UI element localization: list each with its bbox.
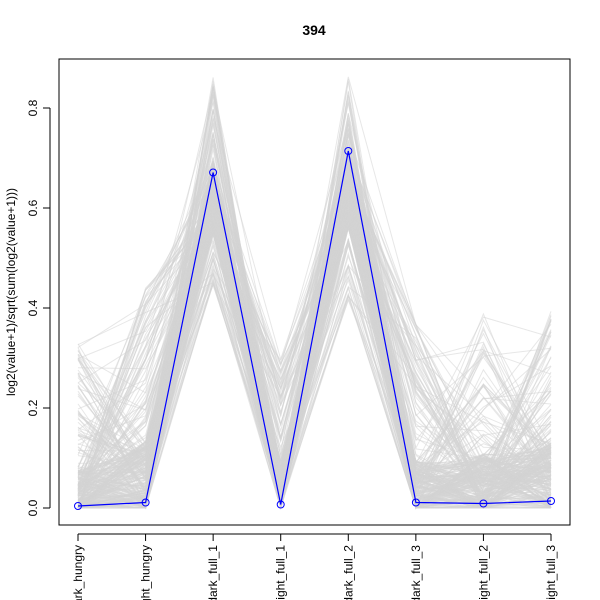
x-tick-label: light_full_1: [274, 545, 288, 600]
series-point: [479, 499, 488, 508]
series-point: [344, 147, 353, 155]
plot-frame: [58, 58, 571, 526]
x-tick-label: ght_hungry: [139, 545, 153, 600]
series-point: [209, 168, 218, 177]
background-line: [77, 167, 552, 509]
y-tick-label: 0.8: [26, 99, 40, 116]
series-line: [77, 150, 552, 507]
background-line: [77, 207, 552, 509]
x-tick-label: ark_hungry: [71, 545, 85, 600]
background-line: [77, 221, 552, 478]
x-tick-label: light_full_2: [476, 545, 490, 600]
x-tick-label: dark_full_3: [409, 545, 423, 600]
y-axis: 0.0 0.2 0.4 0.6 0.8: [26, 99, 51, 516]
y-tick-label: 0.0: [26, 499, 40, 516]
x-axis: ark_hungry ght_hungry dark_full_1 light_ful…: [71, 533, 558, 600]
series-point: [547, 497, 555, 505]
y-tick-label: 0.2: [26, 399, 40, 416]
background-line: [77, 144, 552, 509]
series-point: [276, 500, 285, 509]
y-axis-label: log2(value+1)/sqrt(sum(log2(value+1))): [4, 188, 18, 396]
background-line: [77, 129, 552, 509]
x-tick-label: light_full_3: [544, 545, 558, 600]
background-lines: [77, 76, 552, 510]
series-point: [74, 502, 82, 510]
series-point: [411, 498, 420, 507]
y-tick-label: 0.4: [26, 299, 40, 316]
highlight-series: [74, 147, 555, 510]
x-tick-label: dark_full_1: [206, 545, 220, 600]
background-line: [77, 177, 552, 497]
x-tick-label: dark_full_2: [341, 545, 355, 600]
background-line: [77, 178, 552, 498]
y-tick-label: 0.6: [26, 199, 40, 216]
chart-title: 394: [302, 22, 326, 38]
series-point: [141, 498, 150, 507]
